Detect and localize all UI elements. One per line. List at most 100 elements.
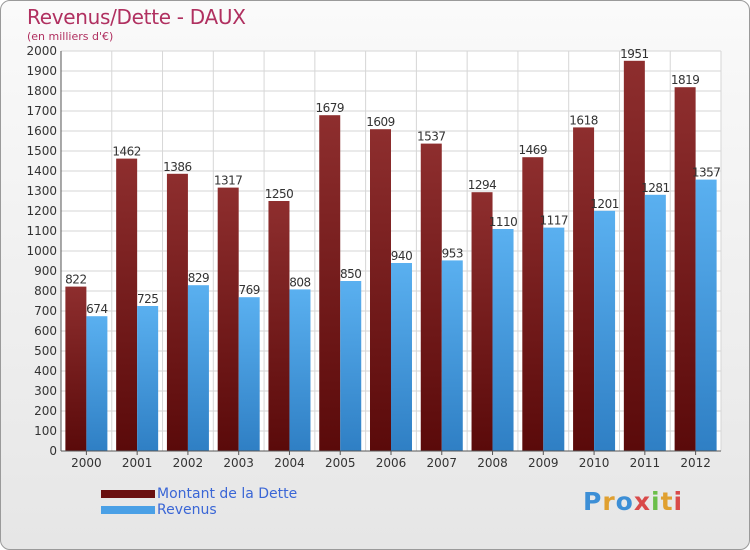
data-label-revenus: 808 — [289, 275, 310, 289]
bar-revenus — [543, 227, 565, 451]
data-label-revenus: 1281 — [641, 181, 670, 195]
data-label-revenus: 1110 — [489, 215, 518, 229]
y-tick-label: 300 — [34, 384, 57, 398]
x-tick-label: 2011 — [630, 456, 661, 470]
data-label-debt: 1250 — [265, 187, 294, 201]
data-label-debt: 1537 — [417, 130, 446, 144]
y-tick-label: 1500 — [26, 144, 57, 158]
bar-debt — [623, 60, 645, 452]
y-tick-label: 200 — [34, 404, 57, 418]
bar-revenus — [441, 260, 463, 451]
y-tick-label: 1100 — [26, 224, 57, 238]
y-tick-label: 1600 — [26, 124, 57, 138]
y-tick-label: 1700 — [26, 104, 57, 118]
y-tick-label: 900 — [34, 264, 57, 278]
bar-debt — [370, 129, 391, 451]
legend: Montant de la Dette Revenus — [101, 486, 297, 518]
x-tick-label: 2002 — [173, 456, 204, 470]
bar-revenus — [644, 194, 666, 452]
legend-item-debt: Montant de la Dette — [101, 486, 297, 502]
data-label-debt: 1386 — [163, 160, 192, 174]
legend-swatch-debt — [101, 490, 155, 498]
bar-debt — [420, 143, 442, 451]
data-label-revenus: 674 — [86, 302, 107, 316]
bar-debt — [217, 187, 239, 451]
proxiti-logo: Proxiti — [583, 487, 684, 516]
legend-label-revenus: Revenus — [157, 502, 217, 518]
bar-revenus — [391, 263, 412, 451]
bar-debt — [674, 87, 696, 451]
data-label-revenus: 850 — [340, 267, 361, 281]
data-label-debt: 1317 — [214, 174, 243, 188]
y-tick-label: 600 — [34, 324, 57, 338]
x-tick-label: 2005 — [325, 456, 356, 470]
bar-revenus — [289, 289, 311, 451]
data-label-revenus: 1357 — [692, 166, 721, 180]
bars — [65, 60, 717, 452]
data-label-debt: 1609 — [366, 115, 395, 129]
y-tick-label: 1000 — [26, 244, 57, 258]
bar-debt — [573, 127, 595, 452]
x-tick-label: 2004 — [274, 456, 305, 470]
bar-debt — [319, 115, 341, 451]
bar-debt — [268, 201, 290, 451]
x-tick-label: 2001 — [122, 456, 153, 470]
x-tick-label: 2000 — [71, 456, 102, 470]
y-tick-label: 700 — [34, 304, 57, 318]
data-labels: 822 674 1462 725 1386 829 1317 769 1250 808 1679 85… — [65, 47, 721, 316]
x-tick-label: 2010 — [579, 456, 610, 470]
y-tick-label: 0 — [49, 444, 57, 458]
bar-revenus — [340, 281, 362, 451]
bar-revenus — [86, 316, 108, 451]
data-label-debt: 1679 — [315, 101, 344, 115]
legend-swatch-revenus — [101, 506, 155, 514]
data-label-revenus: 725 — [137, 292, 158, 306]
data-label-revenus: 940 — [391, 249, 412, 263]
legend-label-debt: Montant de la Dette — [157, 486, 298, 502]
data-label-debt: 1294 — [468, 178, 497, 192]
x-tick-label: 2003 — [223, 456, 254, 470]
bar-debt — [116, 158, 138, 451]
y-tick-label: 2000 — [26, 44, 57, 58]
bar-revenus — [594, 210, 616, 451]
data-label-debt: 1469 — [519, 143, 548, 157]
data-label-revenus: 1201 — [590, 197, 619, 211]
bar-debt — [65, 286, 87, 451]
y-tick-label: 1300 — [26, 184, 57, 198]
y-tick-label: 400 — [34, 364, 57, 378]
data-label-revenus: 769 — [238, 283, 259, 297]
bar-revenus — [238, 297, 260, 451]
y-tick-label: 1200 — [26, 204, 57, 218]
data-label-debt: 1819 — [671, 73, 700, 87]
bar-debt — [166, 173, 188, 452]
x-tick-label: 2006 — [376, 456, 407, 470]
data-label-debt: 1462 — [112, 145, 141, 159]
data-label-debt: 1618 — [569, 113, 598, 127]
bar-debt — [471, 192, 493, 451]
data-label-debt: 1951 — [620, 47, 649, 61]
y-tick-label: 500 — [34, 344, 57, 358]
y-tick-label: 1400 — [26, 164, 57, 178]
y-tick-label: 1900 — [26, 64, 57, 78]
y-tick-label: 100 — [34, 424, 57, 438]
data-label-revenus: 829 — [188, 271, 209, 285]
y-tick-label: 1800 — [26, 84, 57, 98]
data-label-revenus: 953 — [442, 246, 463, 260]
bar-revenus — [187, 285, 209, 451]
axes: 0 100 200 300 400 500 600 700 800 900 1000 1100 1200… — [26, 44, 721, 470]
x-tick-label: 2007 — [426, 456, 457, 470]
chart-subtitle: (en milliers d'€) — [27, 30, 114, 43]
legend-item-revenus: Revenus — [101, 502, 297, 518]
data-label-revenus: 1117 — [540, 214, 569, 228]
data-label-debt: 822 — [65, 273, 86, 287]
x-tick-label: 2012 — [680, 456, 711, 470]
bar-revenus — [137, 306, 159, 451]
y-tick-label: 800 — [34, 284, 57, 298]
bar-revenus — [695, 179, 717, 451]
x-tick-label: 2009 — [528, 456, 559, 470]
x-tick-label: 2008 — [477, 456, 508, 470]
chart-title: Revenus/Dette - DAUX — [27, 5, 246, 29]
bar-debt — [522, 157, 544, 451]
